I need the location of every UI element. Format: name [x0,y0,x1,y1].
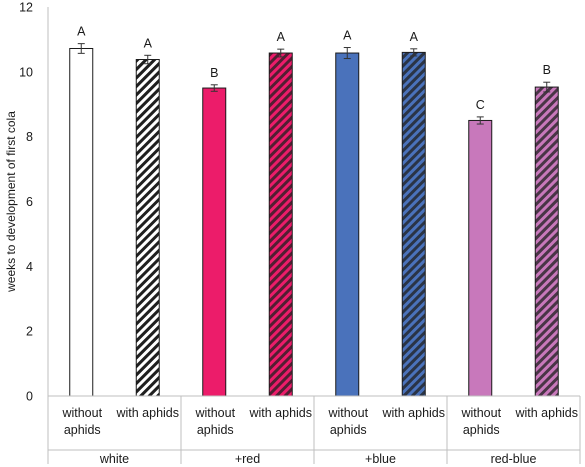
bar-blue-with-aphids [401,51,426,397]
significance-letter: B [543,63,551,77]
bar-category-label: aphids [64,423,101,437]
bar-category-label: without [194,406,235,420]
group-label: +red [235,452,260,466]
bars: A A B A A A C B [69,25,559,397]
y-tick-label: 0 [26,390,33,404]
group-label: +blue [365,452,396,466]
significance-letter: A [410,30,419,44]
bar-category-label: aphids [197,423,234,437]
significance-letter: A [144,36,153,50]
y-tick-label: 8 [26,130,33,144]
bar-red-with-aphids [268,52,293,397]
significance-letter: A [77,25,86,39]
significance-letter: C [476,98,485,112]
bar-category-label: aphids [463,423,500,437]
category-axis: white without aphids with aphids +red without… [47,395,581,466]
bar-red-without-aphids [202,87,227,397]
bar-white-without-aphids [69,47,94,397]
significance-letter: A [277,30,286,44]
y-tick-label: 6 [26,195,33,209]
y-tick-label: 4 [26,260,33,274]
bar-category-label: without [327,406,368,420]
bar-category-label: without [460,406,501,420]
bar-category-label: without [61,406,102,420]
bar-category-label: with aphids [381,406,445,420]
group-label: red-blue [491,452,537,466]
significance-letter: A [343,29,352,43]
y-tick-label: 2 [26,325,33,339]
bar-redblue-with-aphids [534,86,559,397]
bar-blue-without-aphids [335,52,360,397]
bar-category-label: with aphids [115,406,179,420]
bar-category-label: aphids [330,423,367,437]
y-axis-label: weeks to development of first cola [4,111,18,293]
bar-redblue-without-aphids [468,119,493,397]
group-label: white [99,452,129,466]
y-axis: 0 2 4 6 8 10 12 [19,1,49,404]
bar-category-label: with aphids [248,406,312,420]
y-tick-label: 10 [19,65,33,79]
y-tick-label: 12 [19,1,33,15]
bar-category-label: with aphids [514,406,578,420]
significance-letter: B [210,66,218,80]
bar-white-with-aphids [135,59,160,397]
